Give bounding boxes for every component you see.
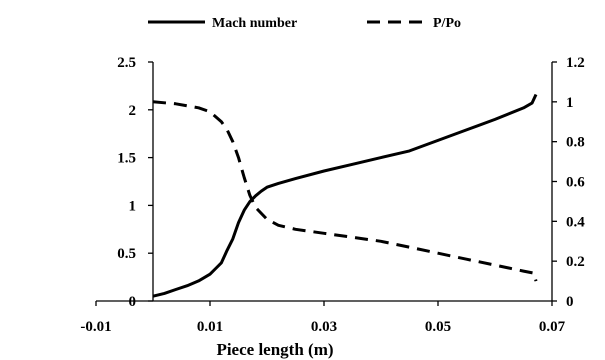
y-left-tick-label: 1 xyxy=(129,198,137,214)
x-tick-label: 0.07 xyxy=(539,319,566,335)
y-left-tick-label: 1.5 xyxy=(117,151,136,167)
x-tick-label: -0.01 xyxy=(80,319,111,335)
y-left-tick-label: 2 xyxy=(129,103,137,119)
y-right-tick-label: 0 xyxy=(566,294,574,310)
series-line-mach-number xyxy=(152,93,538,298)
x-axis-label: Piece length (m) xyxy=(216,340,333,359)
y-right-tick-label: 0.4 xyxy=(566,214,585,230)
y-left-tick-label: 0 xyxy=(129,294,137,310)
y-right-tick-label: 0.6 xyxy=(566,175,585,191)
x-tick-label: 0.01 xyxy=(197,319,223,335)
y-right-tick-label: 0.2 xyxy=(566,254,585,270)
y-right-tick-label: 1.2 xyxy=(566,55,585,71)
x-tick-label: 0.05 xyxy=(425,319,451,335)
y-right-tick-label: 0.8 xyxy=(566,135,585,151)
x-tick-label: 0.03 xyxy=(311,319,337,335)
legend-label-p-po: P/Po xyxy=(433,16,461,31)
axes: -0.01 0.01 0.03 0.05 0.0700.511.522.500.20.4… xyxy=(80,55,585,335)
y-left-tick-label: 2.5 xyxy=(117,55,136,71)
y-left-tick-label: 0.5 xyxy=(117,246,136,262)
legend: Mach number P/Po xyxy=(148,16,461,31)
plot-area xyxy=(152,93,538,298)
y-right-tick-label: 1 xyxy=(566,95,574,111)
legend-label-mach-number: Mach number xyxy=(212,16,297,31)
series-line-p-po xyxy=(152,100,538,282)
